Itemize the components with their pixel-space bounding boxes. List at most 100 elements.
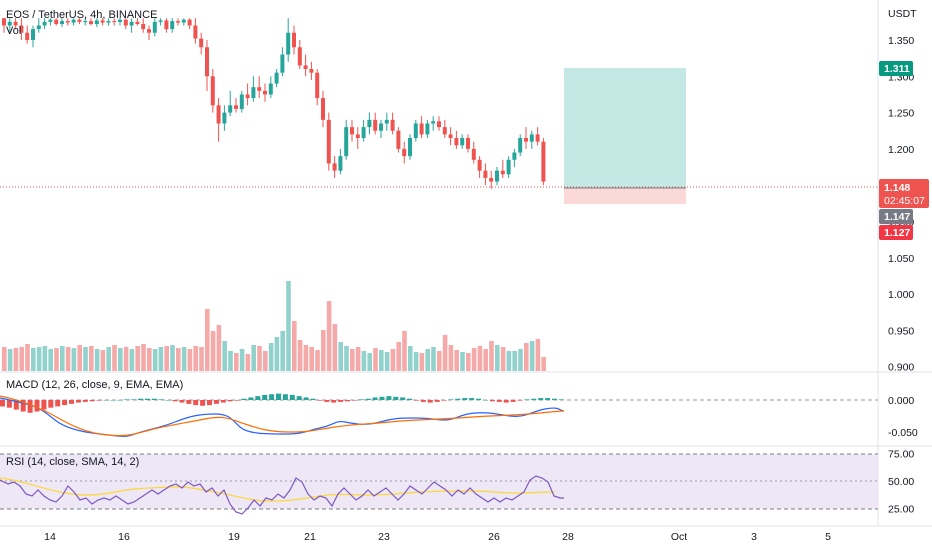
- macd-hist-bar: [503, 400, 509, 403]
- macd-hist-bar: [179, 400, 185, 403]
- volume-bar: [454, 350, 459, 371]
- macd-hist-bar: [496, 400, 502, 402]
- candle-body: [535, 134, 540, 142]
- countdown-label: 02:45:07: [884, 195, 925, 207]
- volume-bar: [535, 339, 541, 371]
- price-pane[interactable]: [0, 18, 878, 371]
- macd-hist-bar: [186, 400, 192, 404]
- candle-body: [280, 54, 285, 73]
- macd-axis[interactable]: 0.000 -0.050: [888, 395, 918, 439]
- candle-body: [466, 138, 470, 149]
- candle-body: [31, 29, 35, 40]
- volume-bar: [71, 348, 77, 371]
- candle-body: [42, 21, 47, 26]
- volume-bar: [268, 343, 274, 371]
- rsi-tick-label: 75.00: [888, 449, 914, 461]
- candle-body: [292, 32, 296, 48]
- volume-bar: [147, 348, 152, 371]
- time-tick-label: 26: [488, 531, 500, 543]
- candle-body: [350, 127, 354, 135]
- stop-price-tag: 1.127: [879, 225, 913, 240]
- macd-hist-bar: [89, 400, 95, 402]
- volume-bar: [373, 348, 378, 371]
- price-tick-label: 1.350: [888, 35, 914, 47]
- volume-bar: [25, 344, 30, 371]
- volume-bar: [413, 352, 419, 371]
- macd-legend[interactable]: MACD (12, 26, close, 9, EMA, EMA): [6, 379, 184, 391]
- volume-legend[interactable]: Vol: [6, 25, 22, 37]
- volume-bar: [263, 351, 268, 371]
- rsi-pane[interactable]: [0, 453, 878, 515]
- macd-hist-bar: [82, 400, 88, 402]
- candle-body: [106, 21, 111, 23]
- candle-body: [408, 138, 412, 157]
- candle-body: [83, 21, 88, 23]
- time-tick-label: 16: [118, 531, 130, 543]
- macd-pane[interactable]: [0, 393, 878, 437]
- target-price-tag: 1.311: [879, 61, 913, 76]
- time-axis[interactable]: 14 16 19 21 23 26 28 Oct 3 5: [44, 531, 831, 543]
- volume-bar: [303, 345, 309, 371]
- macd-hist-bar: [165, 400, 171, 401]
- macd-hist-bar: [524, 399, 530, 400]
- macd-hist-bar: [289, 394, 295, 400]
- candle-body: [477, 159, 482, 171]
- volume-bar: [332, 324, 338, 371]
- rsi-legend[interactable]: RSI (14, close, SMA, 14, 2): [6, 456, 140, 468]
- macd-hist-bar: [20, 400, 26, 412]
- volume-bar: [158, 347, 164, 371]
- stop-zone[interactable]: [564, 188, 686, 204]
- volume-bar: [94, 349, 100, 371]
- volume-bar: [164, 346, 169, 371]
- candle-body: [396, 130, 401, 149]
- candle-body: [379, 123, 383, 131]
- volume-bar: [170, 345, 175, 371]
- candle-body: [36, 25, 41, 30]
- macd-tick-label: 0.000: [888, 395, 914, 407]
- rsi-axis[interactable]: 75.00 50.00 25.00: [888, 449, 914, 516]
- macd-hist-bar: [34, 400, 40, 412]
- macd-hist-bar: [531, 398, 537, 400]
- candle-body: [454, 138, 459, 146]
- macd-hist-bar: [234, 400, 240, 401]
- volume-bar: [541, 357, 546, 371]
- volume-bar: [187, 349, 193, 371]
- candlesticks: [2, 18, 546, 189]
- macd-hist-bar: [110, 400, 116, 401]
- candle-body: [297, 47, 302, 66]
- volume-bar: [518, 349, 523, 371]
- stop-price-label: 1.127: [884, 227, 910, 239]
- volume-bar: [31, 348, 36, 371]
- volume-bar: [326, 301, 332, 371]
- candle-body: [181, 19, 186, 23]
- macd-hist-bar: [255, 396, 261, 400]
- macd-hist-bar: [386, 396, 392, 400]
- symbol-legend[interactable]: EOS / TetherUS, 4h, BINANCE: [6, 9, 158, 21]
- macd-hist-bar: [151, 398, 157, 400]
- candle-body: [118, 19, 122, 22]
- price-tick-label: 0.900: [888, 362, 914, 374]
- macd-hist-bar: [545, 398, 551, 400]
- target-zone[interactable]: [564, 68, 686, 188]
- candle-body: [483, 170, 488, 178]
- macd-hist-bar: [345, 400, 350, 402]
- candle-body: [402, 148, 407, 157]
- candle-body: [303, 65, 308, 70]
- macd-hist-bar: [144, 398, 150, 400]
- volume-bar: [251, 345, 256, 371]
- candle-body: [100, 20, 105, 23]
- macd-hist-bar: [310, 398, 316, 400]
- macd-hist-bar: [296, 396, 302, 400]
- candle-body: [129, 21, 134, 26]
- volume-bar: [350, 349, 355, 371]
- volume-bar: [36, 347, 42, 371]
- price-tick-label: 1.050: [888, 253, 914, 265]
- volume-bar: [390, 349, 396, 371]
- volume-bar: [234, 353, 239, 371]
- macd-hist-bar: [317, 400, 323, 401]
- candle-body: [170, 21, 175, 30]
- volume-bar: [379, 350, 384, 371]
- candle-body: [245, 94, 250, 99]
- volume-bar: [512, 351, 517, 371]
